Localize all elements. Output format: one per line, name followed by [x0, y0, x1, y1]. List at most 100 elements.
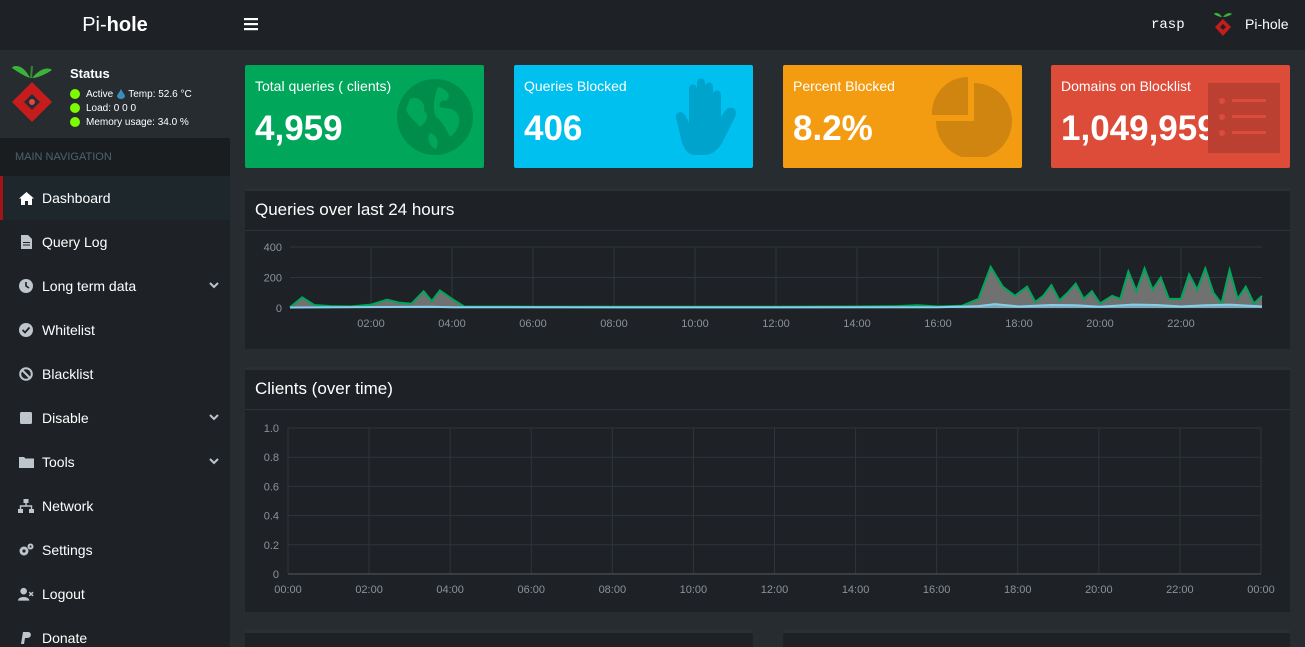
sidebar-item-label: Long term data: [42, 278, 137, 294]
queries-blocked-value: 406: [524, 109, 583, 148]
clients-chart-panel: Clients (over time) 0 0.2 0.4 0.6 0.8 1.0 00:0…: [245, 367, 1290, 612]
pihole-logo-icon: [12, 65, 52, 122]
active-label: Active: [86, 88, 114, 100]
queries-chart-panel: Queries over last 24 hours 0 200 400 02:00 0…: [245, 188, 1290, 349]
series-area: [290, 266, 1262, 308]
folder-icon: [18, 454, 34, 470]
x-tick-label: 20:00: [1086, 318, 1114, 330]
sidebar-item-network[interactable]: Network: [0, 484, 230, 528]
y-tick-label: 400: [264, 242, 282, 254]
sidebar-item-label: Dashboard: [42, 190, 111, 206]
nav-header: MAIN NAVIGATION: [0, 138, 230, 176]
x-tick-label: 10:00: [680, 584, 708, 596]
x-tick-label: 18:00: [1004, 584, 1032, 596]
sidebar-item-label: Network: [42, 498, 94, 514]
bottom-right-panel: [783, 630, 1290, 647]
sidebar-item-logout[interactable]: Logout: [0, 572, 230, 616]
load-label: Load: 0 0 0: [86, 102, 137, 114]
sidebar-item-label: Disable: [42, 410, 89, 426]
y-tick-label: 1.0: [264, 423, 279, 435]
thermometer-drop-icon: [117, 89, 126, 99]
x-tick-label: 16:00: [924, 318, 952, 330]
active-dot-icon: [70, 89, 80, 99]
clock-icon: [18, 278, 34, 294]
bottom-left-panel: [245, 630, 753, 647]
sidebar-item-dashboard[interactable]: Dashboard: [0, 176, 230, 220]
domains-blocklist-value: 1,049,959: [1061, 109, 1217, 148]
clients-chart-title: Clients (over time): [245, 370, 1290, 410]
x-tick-label: 18:00: [1005, 318, 1033, 330]
x-tick-label: 08:00: [600, 318, 628, 330]
chevron-down-icon: [209, 414, 219, 421]
pihole-user-icon: [1214, 12, 1232, 36]
status-title: Status: [70, 66, 110, 81]
memory-dot-icon: [70, 117, 80, 127]
sidebar-item-tools[interactable]: Tools: [0, 440, 230, 484]
percent-blocked-label: Percent Blocked: [793, 78, 895, 94]
y-tick-label: 0.2: [264, 540, 279, 552]
x-tick-label: 12:00: [761, 584, 789, 596]
sidebar-item-label: Settings: [42, 542, 93, 558]
queries-chart[interactable]: 0 200 400 02:00 04:00 06:00 08:00 10:00 12:00 14:…: [245, 231, 1290, 349]
queries-chart-title: Queries over last 24 hours: [245, 191, 1290, 231]
domains-blocklist-box[interactable]: Domains on Blocklist 1,049,959: [1051, 65, 1290, 168]
paypal-icon: [18, 630, 34, 646]
hostname: rasp: [1151, 17, 1185, 33]
brand-logo[interactable]: Pi-hole: [0, 0, 230, 50]
sidebar-item-long-term-data[interactable]: Long term data: [0, 264, 230, 308]
percent-blocked-value: 8.2%: [793, 109, 873, 148]
sidebar-item-label: Logout: [42, 586, 85, 602]
sidebar-item-label: Whitelist: [42, 322, 95, 338]
hamburger-menu-icon[interactable]: [244, 17, 258, 31]
x-tick-label: 00:00: [1247, 584, 1275, 596]
user-menu[interactable]: Pi-hole: [1213, 10, 1289, 38]
x-tick-label: 04:00: [436, 584, 464, 596]
stop-icon: [18, 410, 34, 426]
y-tick-label: 0.6: [264, 481, 279, 493]
sidebar-item-disable[interactable]: Disable: [0, 396, 230, 440]
total-queries-box[interactable]: Total queries ( clients) 4,959: [245, 65, 484, 168]
sidebar-item-settings[interactable]: Settings: [0, 528, 230, 572]
queries-blocked-box[interactable]: Queries Blocked 406: [514, 65, 753, 168]
list-icon: [1208, 83, 1280, 153]
sidebar-item-label: Tools: [42, 454, 75, 470]
user-times-icon: [18, 586, 34, 602]
status-load: Load: 0 0 0: [70, 101, 192, 115]
file-icon: [18, 234, 34, 250]
user-name: Pi-hole: [1245, 16, 1289, 32]
sidebar-item-donate[interactable]: Donate: [0, 616, 230, 647]
cogs-icon: [18, 542, 34, 558]
status-active: Active Temp: 52.6 °C: [70, 87, 192, 101]
y-tick-label: 0: [276, 303, 282, 315]
sidebar-item-whitelist[interactable]: Whitelist: [0, 308, 230, 352]
y-tick-label: 0: [273, 569, 279, 581]
status-memory: Memory usage: 34.0 %: [70, 115, 192, 129]
user-panel: Status Active Temp: 52.6 °C Load: 0 0 0 …: [0, 50, 230, 138]
x-tick-label: 20:00: [1085, 584, 1113, 596]
temp-label: Temp: 52.6 °C: [128, 88, 192, 100]
x-tick-label: 14:00: [843, 318, 871, 330]
percent-blocked-box[interactable]: Percent Blocked 8.2%: [783, 65, 1022, 168]
queries-blocked-label: Queries Blocked: [524, 78, 627, 94]
sidebar-item-label: Query Log: [42, 234, 108, 250]
ban-icon: [18, 366, 34, 382]
total-queries-label: Total queries ( clients): [255, 78, 392, 94]
x-tick-label: 12:00: [762, 318, 790, 330]
brand-prefix: Pi-: [82, 14, 107, 36]
x-tick-label: 06:00: [519, 318, 547, 330]
sidebar-item-blacklist[interactable]: Blacklist: [0, 352, 230, 396]
sidebar-item-label: Blacklist: [42, 366, 94, 382]
x-tick-label: 02:00: [355, 584, 383, 596]
x-tick-label: 10:00: [681, 318, 709, 330]
clients-chart[interactable]: 0 0.2 0.4 0.6 0.8 1.0 00:00 02:00 04:00 06:00 08:0…: [245, 410, 1290, 612]
x-tick-label: 08:00: [599, 584, 627, 596]
sidebar-item-query-log[interactable]: Query Log: [0, 220, 230, 264]
memory-label: Memory usage: 34.0 %: [86, 116, 189, 128]
sidebar: Pi-hole Status Active Temp: 52.6 °C Load…: [0, 0, 230, 647]
check-circle-icon: [18, 322, 34, 338]
x-tick-label: 04:00: [438, 318, 466, 330]
total-queries-value: 4,959: [255, 109, 343, 148]
x-tick-label: 06:00: [517, 584, 545, 596]
x-tick-label: 14:00: [842, 584, 870, 596]
hand-icon: [675, 78, 736, 155]
